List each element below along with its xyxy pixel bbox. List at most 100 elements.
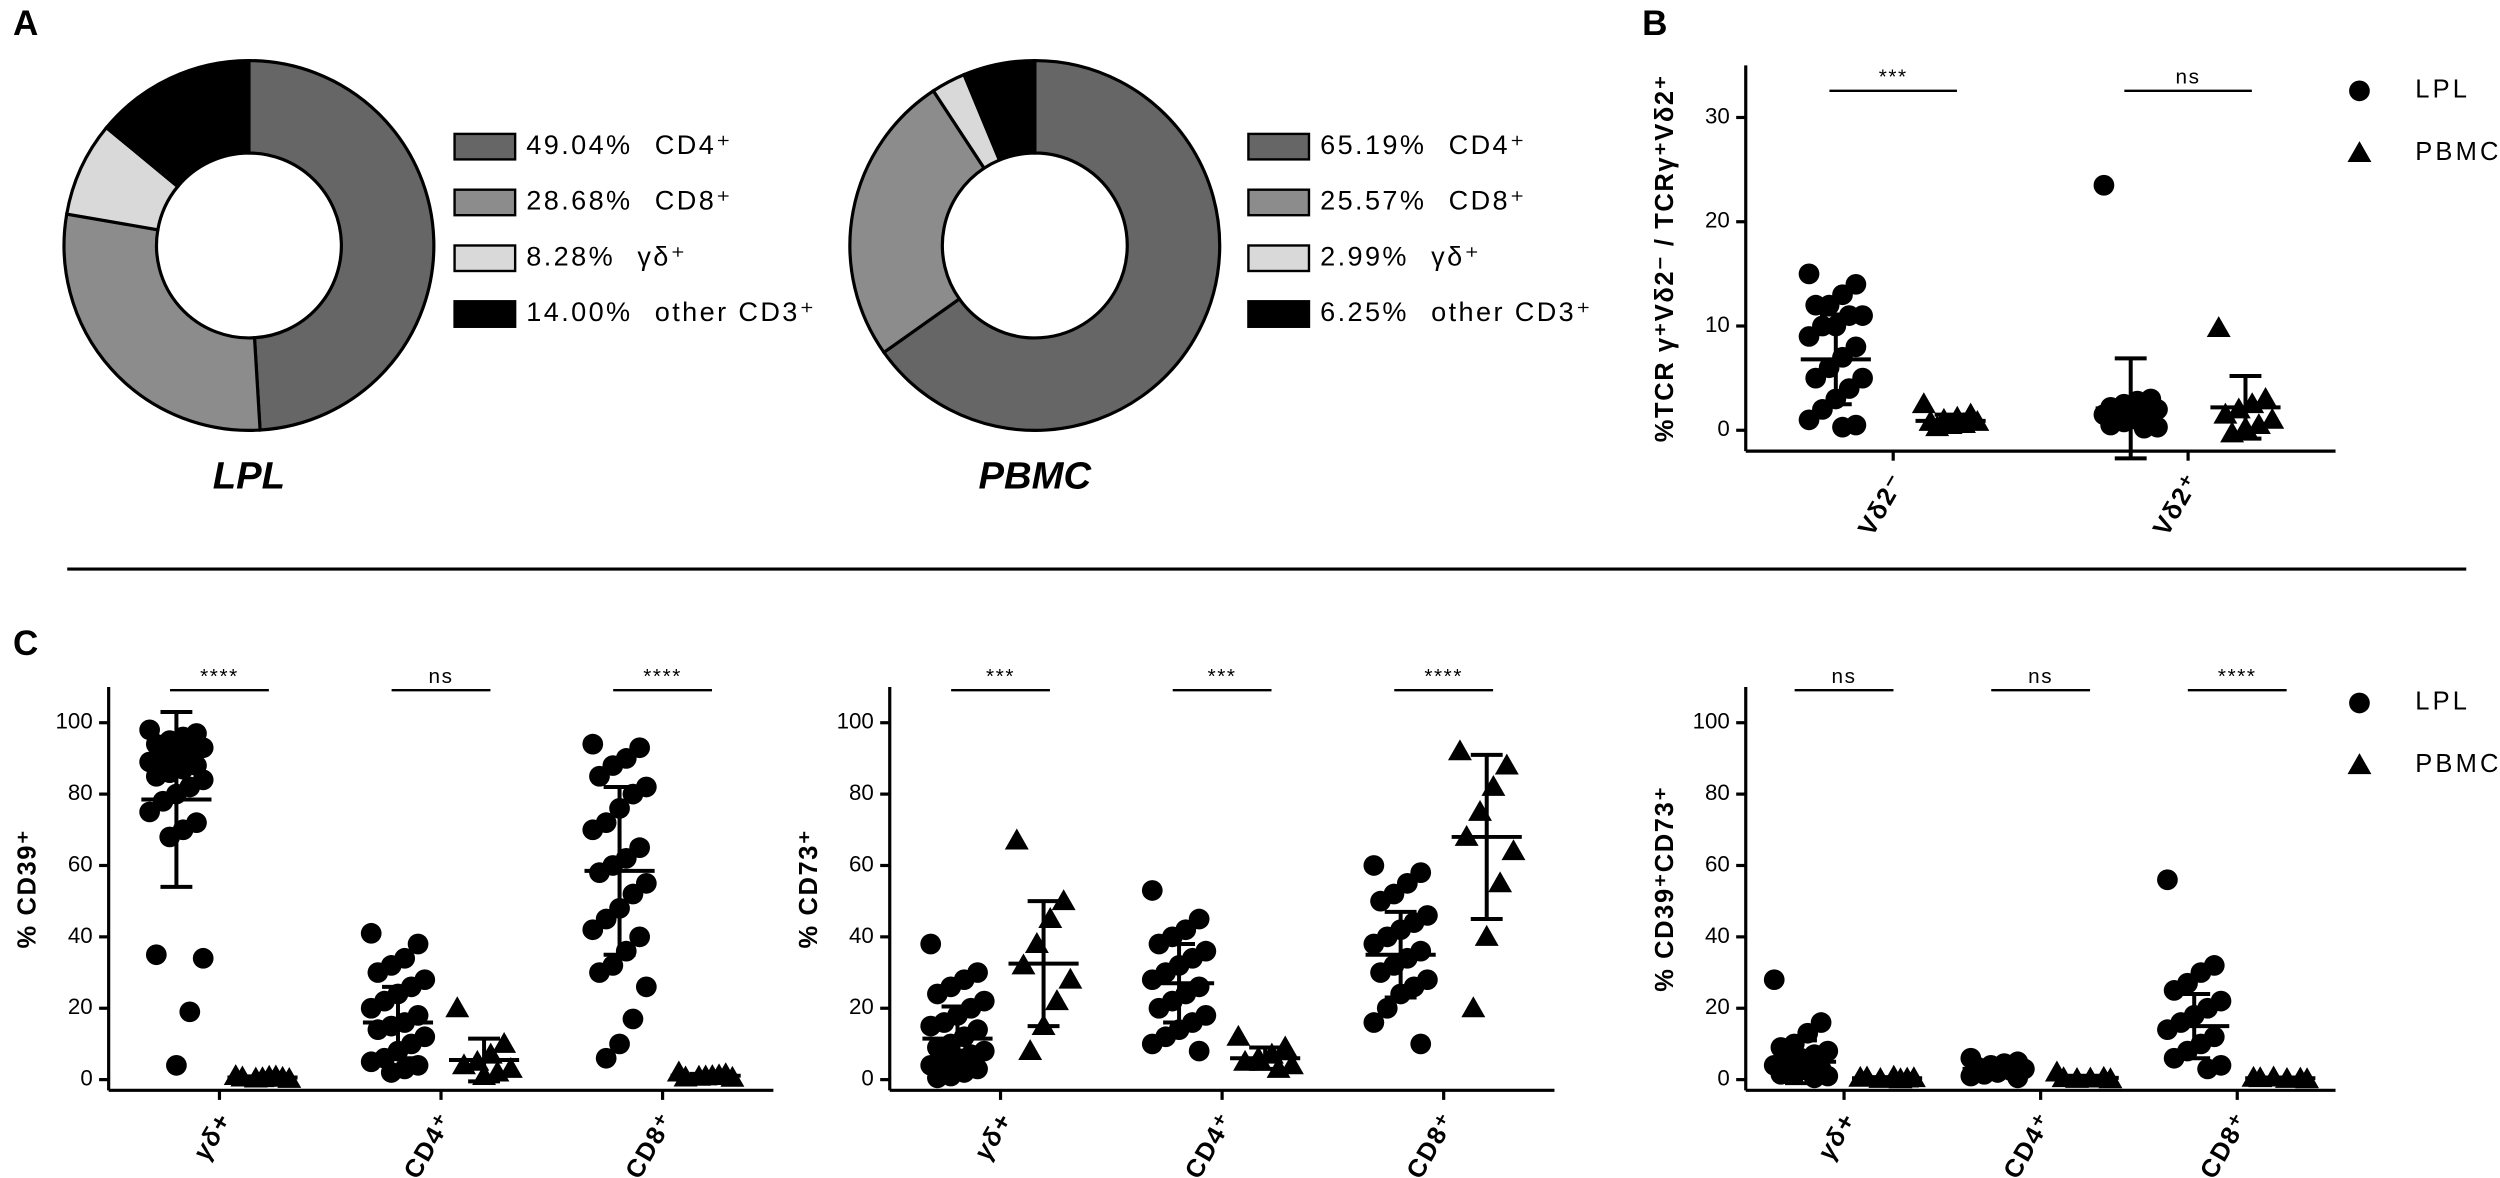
y-tick-label: 60 xyxy=(1705,851,1730,876)
sd-bar xyxy=(2114,356,2147,461)
circle-marker xyxy=(166,1054,187,1076)
circle-marker xyxy=(2163,1047,2185,1069)
x-tick-label: CD4⁺ xyxy=(1998,1108,2058,1178)
donut-title: PBMC xyxy=(978,454,1092,497)
circle-marker xyxy=(1805,367,1827,389)
y-tick-label: 80 xyxy=(849,780,874,805)
donut-slice xyxy=(881,58,1222,432)
legend-label: CD4⁺ xyxy=(655,129,733,160)
y-tick-label: 0 xyxy=(1717,416,1729,441)
y-tick-label: 20 xyxy=(1705,208,1730,233)
triangle-marker xyxy=(1045,989,1069,1011)
circle-marker xyxy=(1370,890,1391,912)
circle-marker xyxy=(367,962,389,983)
significance-label: ns xyxy=(2176,66,2201,89)
legend-label: PBMC xyxy=(2415,138,2500,166)
y-axis-label: % CD39⁺ xyxy=(14,829,42,949)
legend-swatch xyxy=(453,132,517,161)
sd-bar xyxy=(1470,752,1503,922)
value-label: 25.57% xyxy=(1320,185,1426,216)
y-tick-label: 100 xyxy=(1693,709,1730,734)
legend-swatch xyxy=(1247,244,1311,273)
x-tick-label: Vδ2⁺ xyxy=(2148,469,2205,541)
x-tick-label: γδ+ xyxy=(969,1108,1018,1165)
legend-label: CD4⁺ xyxy=(1449,129,1527,160)
triangle-marker xyxy=(492,1031,517,1053)
circle-marker xyxy=(2157,869,2178,891)
legend-label: LPL xyxy=(2415,76,2470,104)
triangle-marker xyxy=(2253,387,2278,408)
circle-marker xyxy=(1363,855,1385,876)
circle-marker xyxy=(1376,997,1398,1019)
circle-marker xyxy=(139,801,160,823)
value-label: 6.25% xyxy=(1320,296,1409,327)
circle-marker xyxy=(2197,1058,2218,1080)
sd-bar xyxy=(382,984,414,1061)
circle-marker xyxy=(2093,174,2115,196)
triangle-marker xyxy=(445,996,470,1018)
circle-marker xyxy=(2100,414,2121,436)
triangle-marker xyxy=(1461,996,1486,1018)
legend-label: CD8⁺ xyxy=(1449,185,1527,216)
value-label: 65.19% xyxy=(1320,129,1426,160)
sd-bar xyxy=(2178,991,2211,1061)
sd-bar xyxy=(1934,412,1967,430)
donut-slice xyxy=(247,58,436,432)
sd-bar xyxy=(603,784,636,957)
legend-marker xyxy=(2349,80,2370,102)
y-tick-label: 20 xyxy=(1705,994,1730,1019)
circle-marker xyxy=(595,1047,617,1069)
sd-bar xyxy=(1871,1075,1904,1082)
y-tick-label: 30 xyxy=(1705,103,1730,128)
value-label: 28.68% xyxy=(526,185,632,216)
significance-label: ns xyxy=(1832,665,1857,688)
significance-label: *** xyxy=(1208,665,1237,688)
triangle-marker xyxy=(1474,924,1499,946)
significance-label: **** xyxy=(200,665,239,688)
triangle-marker xyxy=(1501,839,1526,861)
circle-marker xyxy=(609,1033,630,1055)
x-tick-label: γδ+ xyxy=(1812,1108,1861,1165)
triangle-marker xyxy=(2213,402,2238,424)
sd-bar xyxy=(689,1071,722,1080)
y-tick-label: 0 xyxy=(1717,1066,1729,1091)
y-tick-label: 40 xyxy=(1705,923,1730,948)
triangle-marker xyxy=(1488,871,1513,893)
y-tick-label: 40 xyxy=(68,923,93,948)
triangle-marker xyxy=(2206,316,2231,338)
significance-label: *** xyxy=(1879,66,1908,89)
x-tick-label: CD8⁺ xyxy=(620,1108,680,1178)
y-axis-label: %TCR γ⁺Vδ2⁻ / TCRγ⁺Vδ2⁺ xyxy=(1651,74,1679,442)
panel-label: B xyxy=(1642,4,1667,43)
panel-label: C xyxy=(13,624,38,663)
legend-label: CD8⁺ xyxy=(655,185,733,216)
triangle-marker xyxy=(452,1053,476,1075)
x-tick-label: CD8⁺ xyxy=(1401,1108,1461,1178)
circle-marker xyxy=(920,1015,942,1037)
value-label: 2.99% xyxy=(1320,240,1409,271)
y-tick-label: 100 xyxy=(56,709,93,734)
triangle-marker xyxy=(1018,1039,1043,1061)
significance-label: **** xyxy=(643,665,682,688)
circle-marker xyxy=(2163,980,2185,1001)
legend-swatch xyxy=(453,300,517,328)
circle-marker xyxy=(1141,1033,1163,1055)
legend-label: γδ⁺ xyxy=(637,240,687,271)
circle-marker xyxy=(1763,969,1785,991)
circle-marker xyxy=(582,819,604,841)
y-tick-label: 20 xyxy=(849,994,874,1019)
circle-marker xyxy=(1798,326,1820,347)
circle-marker xyxy=(629,926,651,948)
triangle-marker xyxy=(1911,392,1936,414)
circle-marker xyxy=(927,983,948,1005)
sd-bar xyxy=(160,710,193,889)
significance-label: **** xyxy=(1424,665,1463,688)
circle-marker xyxy=(192,947,214,969)
circle-marker xyxy=(622,1008,644,1030)
legend-label: γδ⁺ xyxy=(1431,240,1481,271)
circle-marker xyxy=(1148,933,1170,955)
circle-marker xyxy=(622,883,644,905)
x-tick-label: γδ+ xyxy=(188,1108,237,1165)
